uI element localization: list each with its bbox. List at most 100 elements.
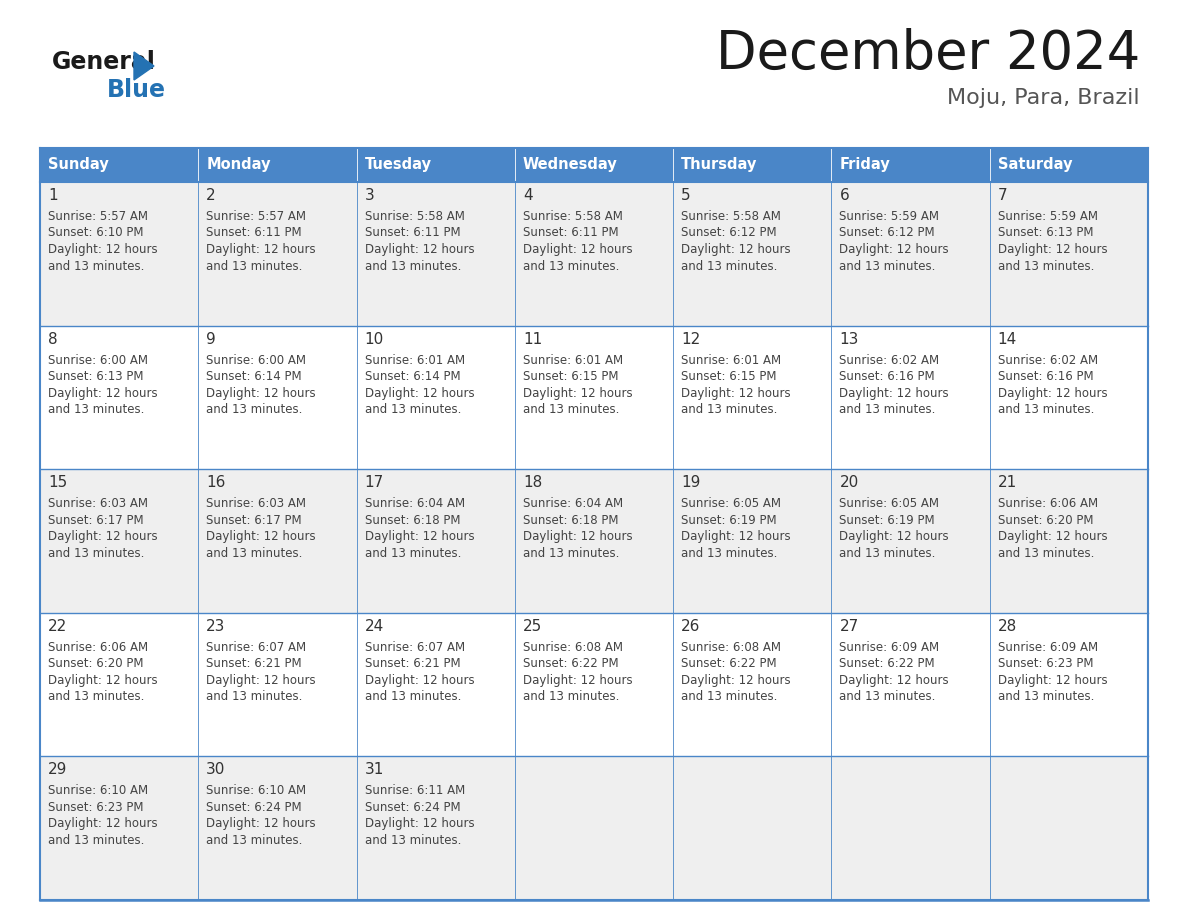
Text: 26: 26: [681, 619, 701, 633]
Text: and 13 minutes.: and 13 minutes.: [48, 834, 145, 847]
Text: Daylight: 12 hours: Daylight: 12 hours: [523, 674, 632, 687]
Bar: [990, 148, 1148, 182]
Text: Sunrise: 6:10 AM: Sunrise: 6:10 AM: [48, 784, 148, 798]
Text: Daylight: 12 hours: Daylight: 12 hours: [48, 243, 158, 256]
Text: Sunset: 6:20 PM: Sunset: 6:20 PM: [48, 657, 144, 670]
Text: 6: 6: [840, 188, 849, 203]
Bar: [990, 613, 1148, 756]
Text: Sunset: 6:24 PM: Sunset: 6:24 PM: [365, 800, 460, 814]
Text: Sunrise: 6:07 AM: Sunrise: 6:07 AM: [207, 641, 307, 654]
Text: Sunrise: 6:08 AM: Sunrise: 6:08 AM: [523, 641, 623, 654]
Text: and 13 minutes.: and 13 minutes.: [840, 547, 936, 560]
Text: Sunset: 6:12 PM: Sunset: 6:12 PM: [840, 227, 935, 240]
Text: and 13 minutes.: and 13 minutes.: [48, 260, 145, 273]
Text: Sunset: 6:21 PM: Sunset: 6:21 PM: [207, 657, 302, 670]
Text: and 13 minutes.: and 13 minutes.: [365, 403, 461, 416]
Text: Sunrise: 6:04 AM: Sunrise: 6:04 AM: [523, 498, 623, 510]
Text: and 13 minutes.: and 13 minutes.: [207, 547, 303, 560]
Bar: [674, 182, 832, 326]
Bar: [356, 326, 514, 469]
Text: and 13 minutes.: and 13 minutes.: [207, 834, 303, 847]
Bar: [198, 148, 356, 182]
Text: Blue: Blue: [107, 78, 166, 102]
Text: Sunrise: 5:57 AM: Sunrise: 5:57 AM: [207, 210, 307, 223]
Text: 30: 30: [207, 763, 226, 778]
Text: Daylight: 12 hours: Daylight: 12 hours: [681, 386, 791, 399]
Text: 8: 8: [48, 331, 58, 347]
Text: Monday: Monday: [207, 158, 271, 173]
Bar: [674, 613, 832, 756]
Bar: [990, 326, 1148, 469]
Text: Sunset: 6:18 PM: Sunset: 6:18 PM: [523, 514, 619, 527]
Bar: [356, 613, 514, 756]
Bar: [198, 469, 356, 613]
Text: Sunset: 6:19 PM: Sunset: 6:19 PM: [681, 514, 777, 527]
Text: Daylight: 12 hours: Daylight: 12 hours: [998, 386, 1107, 399]
Text: Daylight: 12 hours: Daylight: 12 hours: [523, 386, 632, 399]
Text: and 13 minutes.: and 13 minutes.: [523, 403, 619, 416]
Text: Daylight: 12 hours: Daylight: 12 hours: [840, 674, 949, 687]
Bar: [198, 182, 356, 326]
Text: Tuesday: Tuesday: [365, 158, 431, 173]
Bar: [514, 326, 674, 469]
Text: and 13 minutes.: and 13 minutes.: [48, 403, 145, 416]
Text: and 13 minutes.: and 13 minutes.: [840, 690, 936, 703]
Text: Sunrise: 6:02 AM: Sunrise: 6:02 AM: [840, 353, 940, 366]
Text: and 13 minutes.: and 13 minutes.: [998, 403, 1094, 416]
Bar: [674, 148, 832, 182]
Text: and 13 minutes.: and 13 minutes.: [681, 403, 777, 416]
Text: Sunset: 6:12 PM: Sunset: 6:12 PM: [681, 227, 777, 240]
Text: 9: 9: [207, 331, 216, 347]
Text: Wednesday: Wednesday: [523, 158, 618, 173]
Text: General: General: [52, 50, 156, 74]
Text: Sunset: 6:18 PM: Sunset: 6:18 PM: [365, 514, 460, 527]
Text: Daylight: 12 hours: Daylight: 12 hours: [681, 674, 791, 687]
Text: Daylight: 12 hours: Daylight: 12 hours: [998, 674, 1107, 687]
Text: and 13 minutes.: and 13 minutes.: [48, 690, 145, 703]
Text: Daylight: 12 hours: Daylight: 12 hours: [48, 386, 158, 399]
Bar: [40, 148, 198, 182]
Text: Sunrise: 6:07 AM: Sunrise: 6:07 AM: [365, 641, 465, 654]
Text: and 13 minutes.: and 13 minutes.: [681, 260, 777, 273]
Text: Sunset: 6:24 PM: Sunset: 6:24 PM: [207, 800, 302, 814]
Bar: [674, 469, 832, 613]
Bar: [356, 148, 514, 182]
Bar: [40, 182, 198, 326]
Text: Sunrise: 6:01 AM: Sunrise: 6:01 AM: [681, 353, 782, 366]
Text: Friday: Friday: [840, 158, 890, 173]
Text: Sunrise: 5:58 AM: Sunrise: 5:58 AM: [365, 210, 465, 223]
Text: Daylight: 12 hours: Daylight: 12 hours: [998, 531, 1107, 543]
Text: 23: 23: [207, 619, 226, 633]
Text: Daylight: 12 hours: Daylight: 12 hours: [365, 817, 474, 831]
Bar: [990, 182, 1148, 326]
Text: Daylight: 12 hours: Daylight: 12 hours: [840, 386, 949, 399]
Text: 1: 1: [48, 188, 58, 203]
Text: Daylight: 12 hours: Daylight: 12 hours: [207, 817, 316, 831]
Bar: [514, 756, 674, 900]
Text: Sunrise: 5:59 AM: Sunrise: 5:59 AM: [840, 210, 940, 223]
Text: December 2024: December 2024: [715, 28, 1140, 80]
Text: and 13 minutes.: and 13 minutes.: [48, 547, 145, 560]
Text: and 13 minutes.: and 13 minutes.: [207, 403, 303, 416]
Text: Sunset: 6:14 PM: Sunset: 6:14 PM: [365, 370, 460, 383]
Text: Sunrise: 6:09 AM: Sunrise: 6:09 AM: [840, 641, 940, 654]
Text: Daylight: 12 hours: Daylight: 12 hours: [681, 531, 791, 543]
Text: Sunset: 6:22 PM: Sunset: 6:22 PM: [840, 657, 935, 670]
Text: Sunset: 6:21 PM: Sunset: 6:21 PM: [365, 657, 460, 670]
Text: Daylight: 12 hours: Daylight: 12 hours: [207, 674, 316, 687]
Bar: [674, 756, 832, 900]
Text: 28: 28: [998, 619, 1017, 633]
Text: 22: 22: [48, 619, 68, 633]
Text: and 13 minutes.: and 13 minutes.: [681, 690, 777, 703]
Text: and 13 minutes.: and 13 minutes.: [840, 403, 936, 416]
Text: Sunset: 6:17 PM: Sunset: 6:17 PM: [48, 514, 144, 527]
Text: Sunset: 6:14 PM: Sunset: 6:14 PM: [207, 370, 302, 383]
Text: Sunset: 6:13 PM: Sunset: 6:13 PM: [48, 370, 144, 383]
Text: and 13 minutes.: and 13 minutes.: [998, 547, 1094, 560]
Text: Sunrise: 6:01 AM: Sunrise: 6:01 AM: [365, 353, 465, 366]
Text: Sunrise: 5:58 AM: Sunrise: 5:58 AM: [681, 210, 781, 223]
Text: Sunrise: 6:01 AM: Sunrise: 6:01 AM: [523, 353, 623, 366]
Text: 19: 19: [681, 476, 701, 490]
Bar: [832, 613, 990, 756]
Bar: [198, 326, 356, 469]
